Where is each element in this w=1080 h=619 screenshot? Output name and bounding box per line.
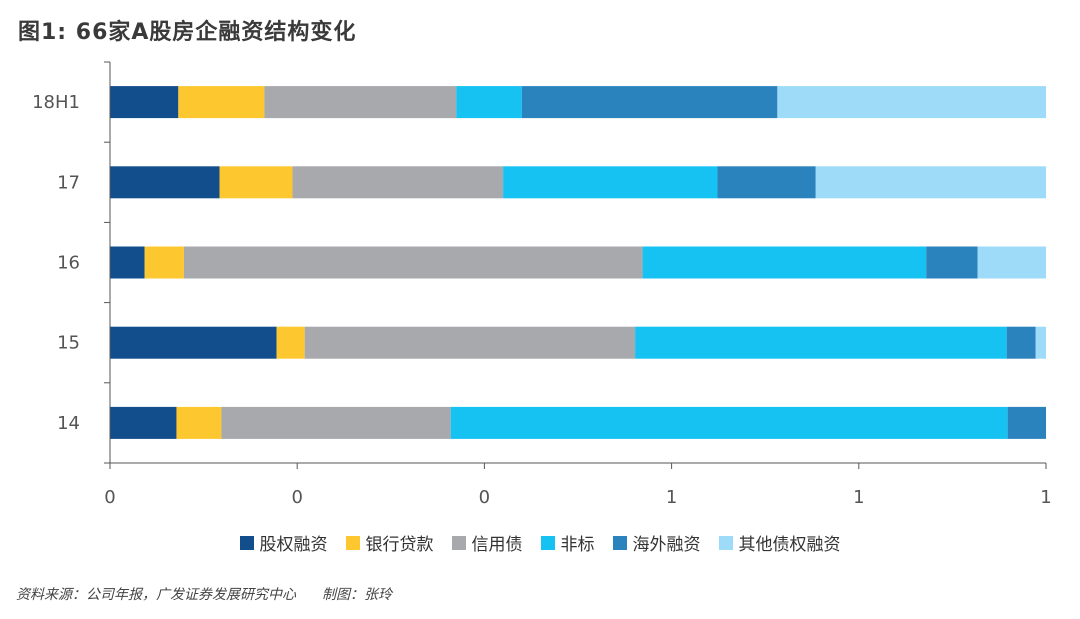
chart-legend: 股权融资 银行贷款 信用债 非标 海外融资 其他债权融资 [0, 530, 1080, 555]
x-tick-label: 0 [479, 487, 490, 508]
bar-segment-17-2 [292, 166, 504, 199]
legend-item: 股权融资 [239, 530, 328, 555]
legend-swatch [718, 535, 733, 550]
x-tick-label: 1 [853, 487, 864, 508]
bars-layer [110, 86, 1046, 439]
legend-label: 非标 [560, 535, 595, 555]
legend-item: 海外融资 [612, 530, 701, 555]
bar-segment-15-1 [276, 326, 305, 359]
bar-segment-18H1-1 [178, 86, 265, 119]
chart-title: 图1: 66家A股房企融资结构变化 [18, 20, 357, 45]
bar-segment-16-2 [183, 246, 643, 279]
y-tick-label: 17 [57, 172, 80, 193]
x-tick-label: 0 [291, 487, 302, 508]
legend-swatch [612, 535, 627, 550]
bar-segment-17-5 [815, 166, 1046, 199]
bar-segment-17-4 [717, 166, 816, 199]
legend-item: 银行贷款 [345, 530, 434, 555]
legend-label: 信用债 [471, 535, 523, 555]
bar-segment-17-3 [503, 166, 718, 199]
legend-label: 股权融资 [259, 535, 328, 555]
y-tick-label: 16 [57, 253, 80, 274]
maker-text: 制图：张玲 [322, 587, 392, 603]
y-tick-label: 15 [57, 333, 80, 354]
bar-segment-18H1-5 [777, 86, 1046, 119]
bar-segment-16-4 [926, 246, 978, 279]
legend-swatch [239, 535, 254, 550]
bar-segment-16-5 [977, 246, 1046, 279]
bar-segment-18H1-0 [110, 86, 179, 119]
legend-label: 海外融资 [632, 535, 701, 555]
bar-segment-14-0 [110, 406, 177, 439]
legend-item: 信用债 [451, 530, 523, 555]
bar-segment-15-2 [304, 326, 636, 359]
legend-swatch [451, 535, 466, 550]
bar-segment-17-0 [110, 166, 220, 199]
source-text: 资料来源：公司年报，广发证券发展研究中心 [16, 587, 296, 603]
bar-segment-15-3 [635, 326, 1007, 359]
x-tick-label: 1 [666, 487, 677, 508]
y-tick-label: 14 [57, 413, 80, 434]
bar-segment-16-3 [642, 246, 927, 279]
legend-swatch [345, 535, 360, 550]
bar-segment-14-1 [176, 406, 222, 439]
bar-segment-18H1-3 [456, 86, 522, 119]
y-tick-label: 18H1 [32, 92, 80, 113]
bar-segment-17-1 [219, 166, 293, 199]
bar-segment-14-2 [221, 406, 451, 439]
axes-layer: 18H1 17 16 15 14 0 0 0 1 1 1 [32, 61, 1052, 508]
x-tick-label: 0 [104, 487, 115, 508]
bar-segment-18H1-4 [521, 86, 778, 119]
bar-segment-16-1 [144, 246, 184, 279]
bar-segment-14-3 [450, 406, 1008, 439]
x-tick-label: 1 [1040, 487, 1051, 508]
bar-segment-18H1-2 [264, 86, 457, 119]
bar-segment-14-4 [1007, 406, 1046, 439]
source-note: 资料来源：公司年报，广发证券发展研究中心 制图：张玲 [16, 584, 392, 604]
legend-label: 银行贷款 [365, 535, 434, 555]
legend-item: 非标 [540, 530, 595, 555]
bar-segment-15-5 [1035, 326, 1046, 359]
bar-segment-15-0 [110, 326, 277, 359]
legend-item: 其他债权融资 [718, 530, 841, 555]
stacked-bar-chart: 18H1 17 16 15 14 0 0 0 1 1 1 [32, 61, 1052, 508]
bar-segment-16-0 [110, 246, 145, 279]
legend-swatch [540, 535, 555, 550]
bar-segment-15-4 [1006, 326, 1036, 359]
legend-label: 其他债权融资 [738, 535, 841, 555]
